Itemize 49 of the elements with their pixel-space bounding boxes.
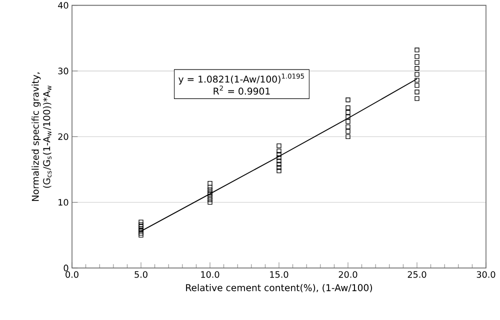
x-tick-label: 5.0: [134, 271, 148, 278]
point: [276, 152, 282, 157]
point: [276, 158, 282, 164]
point: [414, 78, 420, 83]
point: [276, 155, 282, 160]
y-tick-label: 20: [58, 133, 68, 140]
x-tick-label: 15.0: [270, 271, 288, 278]
point: [138, 220, 144, 224]
point: [414, 66, 420, 71]
point: [414, 90, 420, 94]
point: [138, 222, 144, 227]
point: [414, 48, 420, 52]
point: [346, 114, 350, 120]
point: [346, 119, 350, 124]
point: [346, 134, 350, 139]
point: [208, 180, 212, 186]
point: [208, 200, 212, 205]
y-tick-label: 10: [58, 199, 68, 206]
point: [276, 168, 282, 174]
point: [138, 232, 144, 238]
point: [414, 54, 420, 59]
point: [208, 184, 212, 190]
point: [276, 162, 282, 167]
y-tick-label: 0: [64, 264, 68, 272]
y-tick-label: 30: [58, 68, 68, 74]
point: [208, 188, 212, 192]
point: [346, 110, 350, 115]
point: [208, 194, 212, 200]
x-tick-label: 10.0: [201, 271, 220, 278]
point: [414, 96, 420, 101]
point: [208, 197, 212, 202]
point: [276, 165, 282, 170]
x-tick-label: 20.0: [338, 271, 358, 278]
point: [414, 83, 420, 88]
x-axis-title: Relative cement content(%), (1-Aw/100): [186, 284, 372, 292]
x-tick-label: 25.0: [408, 271, 426, 278]
point: [276, 144, 282, 148]
point: [414, 72, 420, 77]
annotation: y = 1.0821(1-Aw/100)$^{1.0195}$: [178, 74, 304, 84]
point: [414, 60, 420, 65]
point: [276, 148, 282, 154]
annotation: R$^{2}$ = 0.9901: [214, 86, 270, 95]
y-tick-label: 40: [58, 2, 68, 9]
x-tick-label: 30.0: [476, 271, 496, 278]
point: [346, 98, 350, 102]
x-tick-label: 0.0: [66, 271, 78, 278]
point: [346, 124, 350, 130]
point: [346, 129, 350, 134]
point: [346, 105, 350, 110]
